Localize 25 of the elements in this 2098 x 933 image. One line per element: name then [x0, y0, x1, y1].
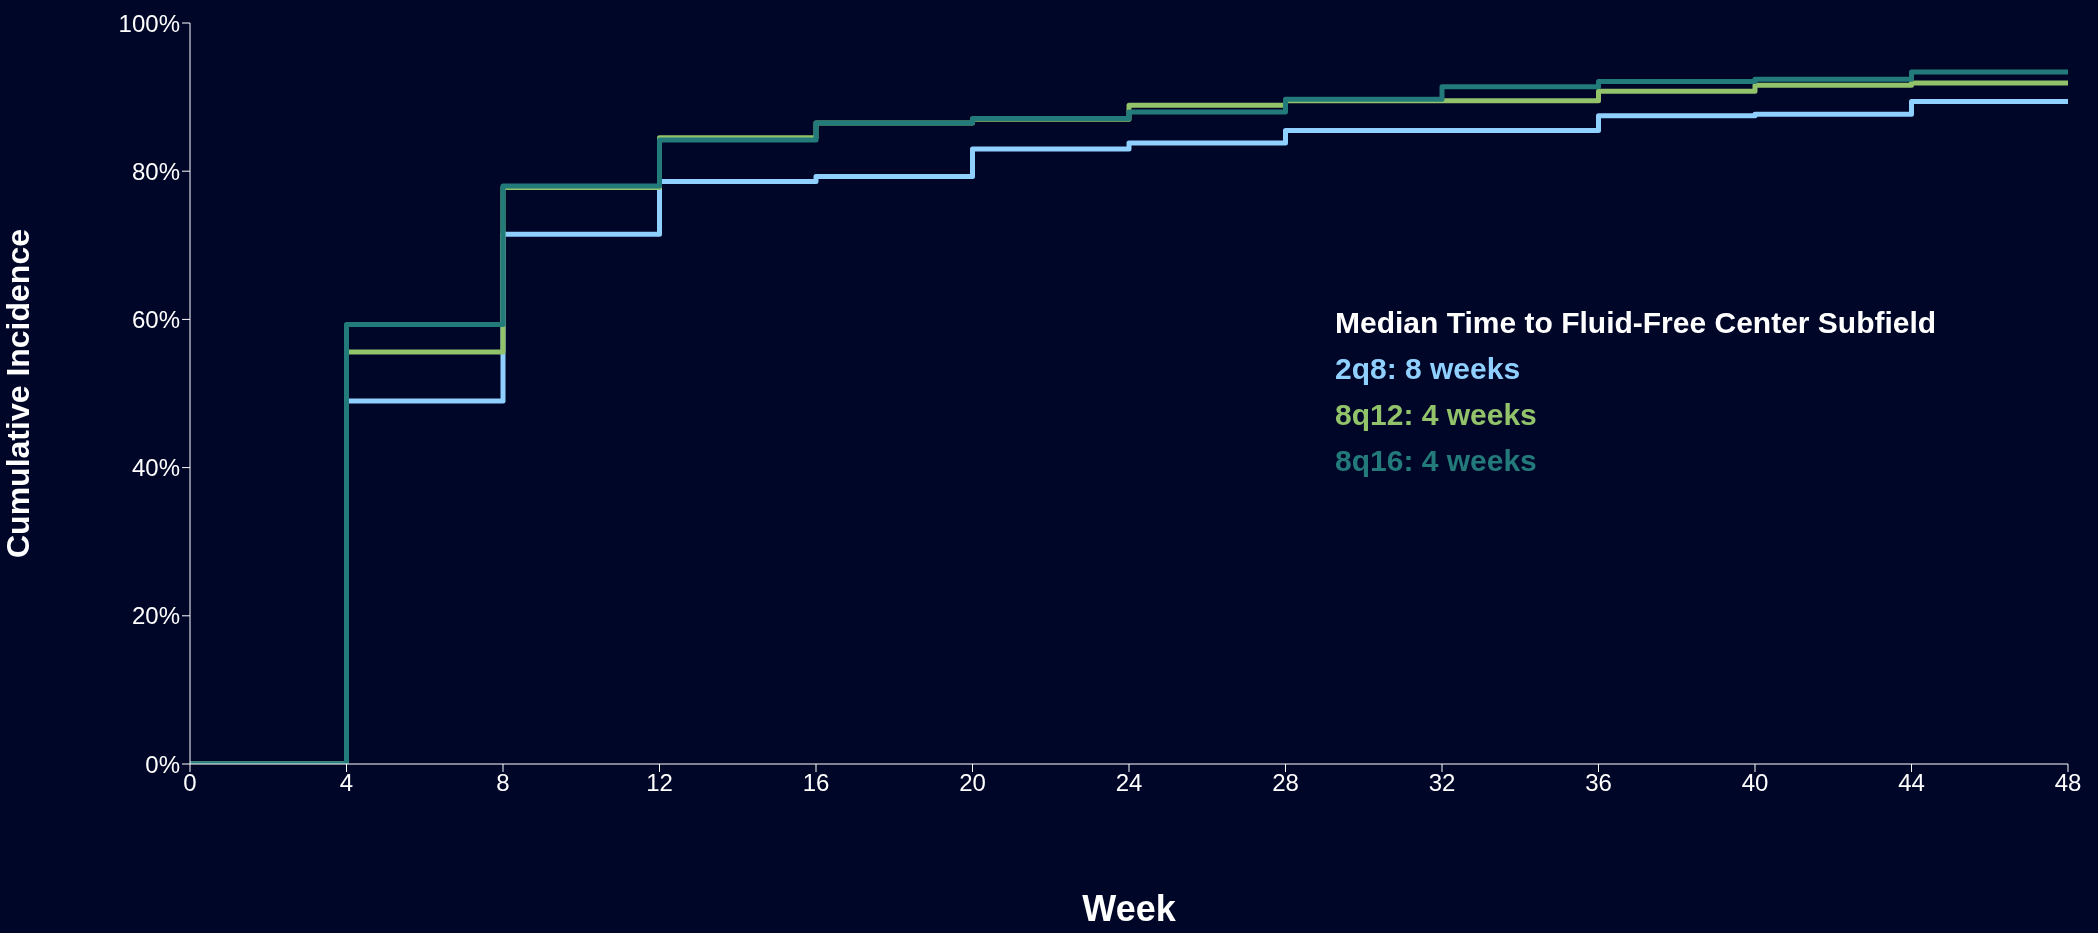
x-tick-label: 36	[1585, 769, 1612, 797]
x-tick-label: 8	[496, 769, 510, 797]
x-tick-label: 0	[183, 769, 197, 797]
x-tick-label: 20	[959, 769, 986, 797]
y-tick-label: 80%	[131, 157, 180, 185]
x-tick-label: 12	[646, 769, 673, 797]
y-tick-label: 40%	[131, 454, 180, 482]
y-tick-label: 20%	[131, 602, 180, 630]
text: 8q12: 4 weeks	[1335, 397, 1538, 433]
x-axis-title: Week	[1082, 888, 1177, 929]
y-axis-title: Cumulative Incidence	[0, 229, 37, 558]
x-tick-label: 28	[1272, 769, 1299, 797]
x-tick-label: 48	[2054, 769, 2082, 797]
x-tick-label: 4	[339, 769, 354, 797]
y-tick-label: 0%	[145, 750, 180, 778]
x-tick-label: 16	[802, 769, 830, 797]
x-tick-label: 40	[1741, 769, 1769, 797]
x-tick-label: 24	[1115, 769, 1143, 797]
legend-title: Median Time to Fluid-Free Center Subfield	[1335, 305, 1937, 341]
text: 2q8: 8 weeks	[1335, 351, 1522, 387]
text: 8q16: 4 weeks	[1335, 443, 1538, 479]
y-tick-label: 100%	[118, 9, 180, 37]
y-tick-label: 60%	[131, 305, 180, 333]
x-tick-label: 44	[1898, 769, 1925, 797]
x-tick-label: 32	[1428, 769, 1456, 797]
